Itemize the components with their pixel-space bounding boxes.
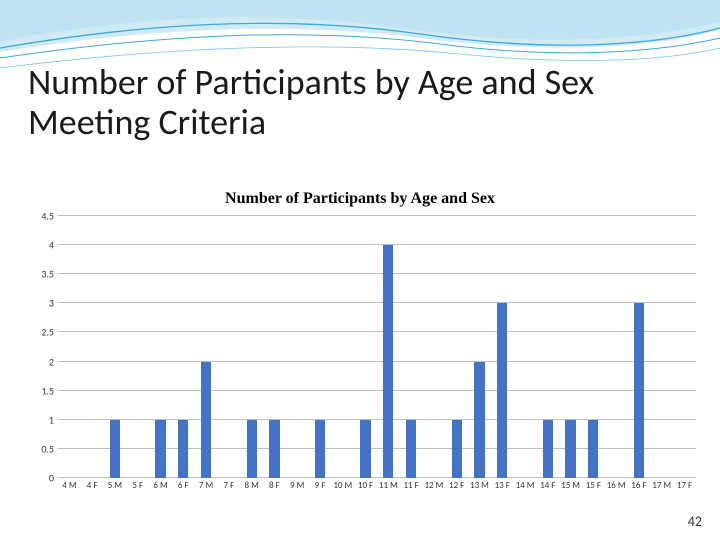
bar	[110, 420, 120, 478]
bar-slot	[126, 216, 149, 478]
x-axis-tick-label: 10 F	[354, 480, 377, 500]
x-axis-tick-label: 11 F	[400, 480, 423, 500]
bar	[360, 420, 370, 478]
x-axis-tick-label: 15 M	[559, 480, 582, 500]
wave-line-2	[0, 35, 720, 58]
bar-slot	[172, 216, 195, 478]
x-axis-tick-label: 16 F	[628, 480, 651, 500]
x-axis-tick-label: 6 M	[149, 480, 172, 500]
x-axis-tick-label: 5 F	[126, 480, 149, 500]
x-axis-tick-label: 4 M	[58, 480, 81, 500]
y-axis-tick-label: 1.5	[30, 384, 54, 397]
bar-slot	[263, 216, 286, 478]
bar-slot	[217, 216, 240, 478]
bar-slot	[559, 216, 582, 478]
x-axis-tick-label: 11 M	[377, 480, 400, 500]
x-axis-tick-label: 6 F	[172, 480, 195, 500]
wave-fill-1	[0, 0, 720, 42]
y-axis-tick-label: 3.5	[30, 268, 54, 281]
x-axis-tick-label: 9 M	[286, 480, 309, 500]
bar-slot	[331, 216, 354, 478]
x-axis-tick-label: 8 M	[240, 480, 263, 500]
bar-slot	[309, 216, 332, 478]
x-axis-tick-label: 14 M	[514, 480, 537, 500]
bar-slot	[468, 216, 491, 478]
bar	[155, 420, 165, 478]
bar-slot	[650, 216, 673, 478]
bar	[634, 303, 644, 478]
x-axis-tick-label: 8 F	[263, 480, 286, 500]
y-axis-tick-label: 3	[30, 297, 54, 310]
x-axis-tick-label: 12 M	[423, 480, 446, 500]
x-axis-tick-label: 12 F	[445, 480, 468, 500]
plot-area: 00.511.522.533.544.5	[58, 216, 696, 478]
y-axis-tick-label: 4.5	[30, 210, 54, 223]
x-axis-tick-label: 5 M	[104, 480, 127, 500]
bar	[543, 420, 553, 478]
wave-fill-2	[0, 0, 720, 52]
bar	[383, 245, 393, 478]
bars-container	[58, 216, 696, 478]
bar-slot	[195, 216, 218, 478]
bar-slot	[423, 216, 446, 478]
x-axis-tick-label: 15 F	[582, 480, 605, 500]
x-axis-tick-label: 9 F	[309, 480, 332, 500]
x-axis-tick-label: 14 F	[536, 480, 559, 500]
bar	[247, 420, 257, 478]
x-axis-tick-label: 13 F	[491, 480, 514, 500]
bar	[565, 420, 575, 478]
x-axis-tick-label: 17 F	[673, 480, 696, 500]
bar-slot	[58, 216, 81, 478]
bar-slot	[400, 216, 423, 478]
bar-slot	[445, 216, 468, 478]
bar-slot	[673, 216, 696, 478]
bar	[178, 420, 188, 478]
bar	[201, 362, 211, 478]
bar	[452, 420, 462, 478]
y-axis-tick-label: 0.5	[30, 442, 54, 455]
bar	[474, 362, 484, 478]
x-axis-tick-label: 7 F	[217, 480, 240, 500]
bar	[315, 420, 325, 478]
x-axis-tick-label: 10 M	[331, 480, 354, 500]
bar-slot	[491, 216, 514, 478]
bar	[406, 420, 416, 478]
y-axis-tick-label: 2.5	[30, 326, 54, 339]
bar	[269, 420, 279, 478]
x-axis-tick-label: 17 M	[650, 480, 673, 500]
x-axis-tick-label: 4 F	[81, 480, 104, 500]
y-axis-tick-label: 0	[30, 472, 54, 485]
bar-slot	[628, 216, 651, 478]
bar-chart: 00.511.522.533.544.5 4 M4 F5 M5 F6 M6 F7…	[30, 216, 700, 500]
bar-slot	[354, 216, 377, 478]
page-number: 42	[688, 513, 702, 530]
bar	[588, 420, 598, 478]
x-axis-tick-label: 7 M	[195, 480, 218, 500]
bar-slot	[286, 216, 309, 478]
bar-slot	[514, 216, 537, 478]
chart-title: Number of Participants by Age and Sex	[0, 190, 720, 208]
y-axis-tick-label: 4	[30, 239, 54, 252]
bar-slot	[240, 216, 263, 478]
wave-line-1	[0, 23, 720, 48]
x-axis-tick-label: 13 M	[468, 480, 491, 500]
bar-slot	[582, 216, 605, 478]
y-axis-tick-label: 2	[30, 355, 54, 368]
y-axis-tick-label: 1	[30, 413, 54, 426]
bar-slot	[605, 216, 628, 478]
slide-title: Number of Participants by Age and Sex Me…	[28, 62, 692, 143]
bar-slot	[81, 216, 104, 478]
bar-slot	[377, 216, 400, 478]
bar	[497, 303, 507, 478]
x-axis-labels: 4 M4 F5 M5 F6 M6 F7 M7 F8 M8 F9 M9 F10 M…	[58, 480, 696, 500]
bar-slot	[149, 216, 172, 478]
bar-slot	[536, 216, 559, 478]
x-axis-tick-label: 16 M	[605, 480, 628, 500]
bar-slot	[104, 216, 127, 478]
